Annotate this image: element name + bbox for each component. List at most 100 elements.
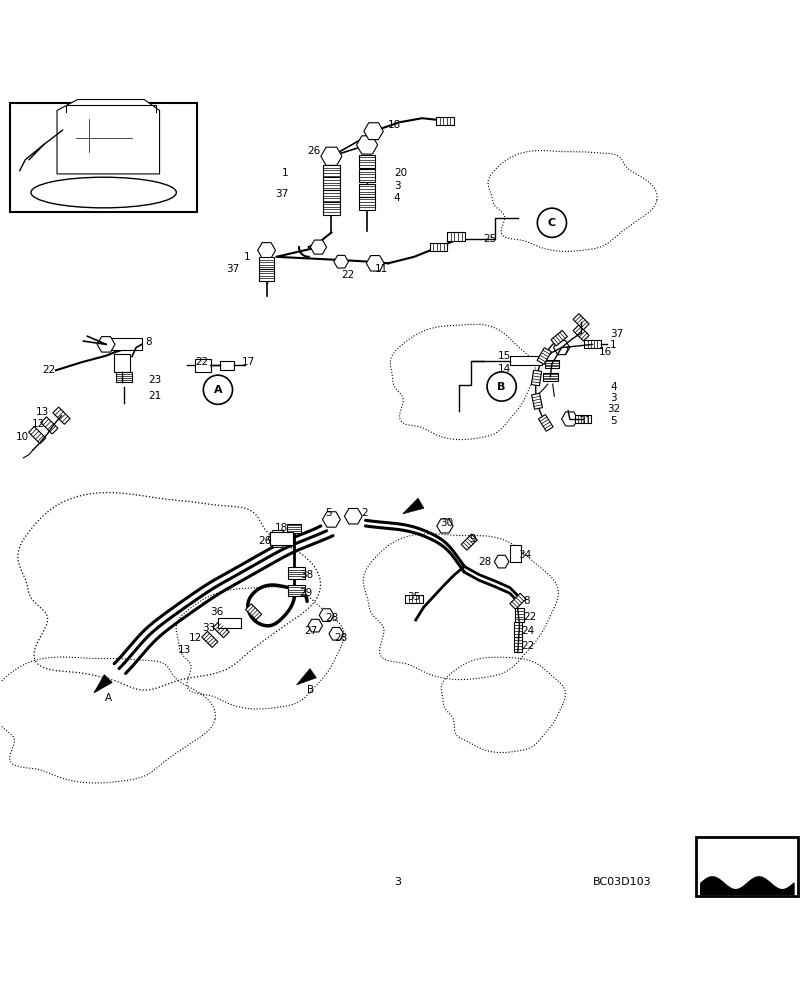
Text: 5: 5: [610, 416, 616, 426]
Polygon shape: [509, 356, 542, 365]
Text: 1: 1: [610, 340, 616, 350]
Text: 3: 3: [610, 393, 616, 403]
Polygon shape: [257, 243, 275, 258]
Text: A: A: [213, 385, 222, 395]
Text: 8: 8: [523, 596, 530, 606]
Text: 11: 11: [375, 264, 388, 274]
Text: 17: 17: [242, 357, 255, 367]
Polygon shape: [515, 608, 523, 622]
Polygon shape: [296, 669, 316, 685]
Polygon shape: [323, 165, 339, 178]
Polygon shape: [402, 498, 423, 514]
Text: 17: 17: [497, 377, 511, 387]
Polygon shape: [288, 585, 304, 596]
Polygon shape: [363, 123, 383, 140]
Polygon shape: [307, 619, 322, 632]
Polygon shape: [213, 622, 229, 638]
Text: 10: 10: [16, 432, 29, 442]
Polygon shape: [531, 393, 542, 409]
Polygon shape: [202, 631, 217, 647]
Text: 13: 13: [36, 407, 49, 417]
Polygon shape: [323, 190, 339, 203]
Polygon shape: [447, 232, 465, 241]
Polygon shape: [57, 100, 160, 174]
Polygon shape: [94, 675, 112, 693]
Polygon shape: [41, 417, 58, 434]
Polygon shape: [310, 240, 326, 254]
Text: 1: 1: [281, 168, 288, 178]
Text: 28: 28: [334, 633, 347, 643]
Text: 16: 16: [599, 347, 611, 357]
Text: BC03D103: BC03D103: [592, 877, 650, 887]
Polygon shape: [551, 330, 567, 346]
Polygon shape: [544, 360, 559, 368]
Polygon shape: [405, 595, 423, 603]
Text: 26: 26: [258, 536, 272, 546]
Polygon shape: [245, 604, 261, 620]
Text: 18: 18: [274, 523, 288, 533]
Polygon shape: [509, 593, 526, 609]
Text: 9: 9: [469, 534, 475, 544]
Polygon shape: [573, 314, 589, 330]
Polygon shape: [513, 637, 521, 652]
Polygon shape: [530, 370, 541, 386]
Bar: [195, 359, 211, 372]
Polygon shape: [286, 524, 301, 533]
Text: 7: 7: [561, 347, 568, 357]
Text: 22: 22: [195, 357, 208, 367]
Polygon shape: [461, 534, 477, 550]
Text: 33: 33: [201, 623, 215, 633]
Text: 28: 28: [478, 557, 491, 567]
Bar: [114, 354, 131, 372]
Polygon shape: [356, 136, 377, 154]
Polygon shape: [28, 427, 45, 444]
Text: 37: 37: [226, 264, 239, 274]
Ellipse shape: [31, 177, 176, 208]
Bar: [217, 618, 240, 628]
Text: 22: 22: [42, 365, 56, 375]
Polygon shape: [494, 555, 508, 568]
Polygon shape: [553, 341, 569, 355]
Text: 34: 34: [517, 550, 530, 560]
Polygon shape: [358, 197, 375, 210]
Polygon shape: [358, 155, 375, 168]
Text: 18: 18: [388, 120, 401, 130]
Text: B: B: [497, 382, 505, 392]
Polygon shape: [573, 325, 589, 341]
Polygon shape: [538, 415, 552, 431]
Text: 26: 26: [307, 146, 320, 156]
Polygon shape: [543, 373, 557, 381]
Text: 4: 4: [610, 382, 616, 392]
Text: 21: 21: [148, 391, 161, 401]
Polygon shape: [536, 348, 551, 364]
Polygon shape: [259, 269, 273, 281]
Polygon shape: [105, 338, 142, 350]
Polygon shape: [288, 567, 304, 579]
Text: 36: 36: [209, 607, 223, 617]
Polygon shape: [268, 530, 287, 547]
Text: 38: 38: [300, 570, 314, 580]
Text: B: B: [307, 685, 314, 695]
Text: A: A: [105, 693, 111, 703]
Text: 4: 4: [393, 193, 400, 203]
Polygon shape: [323, 202, 339, 215]
Text: 5: 5: [324, 508, 331, 518]
Polygon shape: [584, 340, 600, 348]
Text: 23: 23: [148, 375, 161, 385]
Text: 14: 14: [497, 364, 511, 374]
Text: 28: 28: [324, 613, 337, 623]
Text: 3: 3: [394, 877, 401, 887]
Text: 13: 13: [177, 645, 191, 655]
Text: 22: 22: [341, 270, 354, 280]
Polygon shape: [358, 169, 375, 182]
Bar: [11, 103, 196, 212]
Text: 25: 25: [483, 234, 496, 244]
Circle shape: [203, 375, 232, 404]
Bar: [509, 545, 521, 562]
Text: 2: 2: [361, 508, 367, 518]
Polygon shape: [436, 117, 453, 125]
Bar: [695, 837, 796, 896]
Text: 12: 12: [188, 633, 202, 643]
Text: 31: 31: [577, 416, 590, 426]
Polygon shape: [322, 512, 340, 527]
